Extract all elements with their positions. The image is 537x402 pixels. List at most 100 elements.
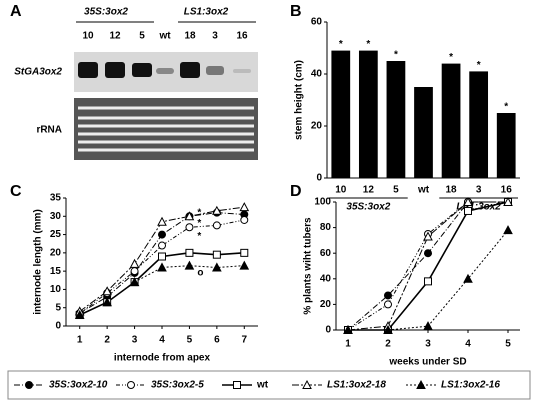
x-tick-label: 3	[425, 339, 431, 350]
marker	[157, 262, 167, 272]
y-tick-label: 80	[320, 222, 332, 233]
y-tick-label: 60	[320, 248, 332, 259]
legend-label: 35S:3ox2-5	[151, 380, 204, 391]
annotation: o	[197, 268, 203, 279]
y-tick-label: 20	[311, 121, 323, 132]
lane-label: 16	[236, 31, 248, 42]
significance-marker: *	[394, 50, 398, 61]
x-tick-label: 12	[363, 185, 375, 196]
marker	[302, 379, 312, 389]
significance-marker: *	[504, 102, 508, 113]
legend-label: LS1:3ox2-16	[441, 380, 500, 391]
marker	[384, 291, 392, 300]
legend-label: LS1:3ox2-18	[327, 380, 386, 391]
marker	[503, 225, 513, 235]
marker	[239, 202, 250, 212]
x-tick-label: 4	[159, 335, 165, 346]
bar	[469, 71, 489, 178]
rrna-bands	[78, 106, 254, 152]
bar	[386, 61, 406, 178]
marker	[25, 381, 33, 389]
band	[180, 62, 200, 78]
y-tick-label: 10	[50, 284, 62, 295]
marker	[129, 277, 140, 287]
marker	[240, 215, 249, 224]
x-axis-label: weeks under SD	[388, 357, 466, 368]
group-label: 35S:3ox2	[346, 202, 390, 213]
x-tick-label: 10	[335, 185, 347, 196]
y-tick-label: 100	[314, 197, 331, 208]
significance-marker: *	[477, 60, 481, 71]
panel-label: B	[290, 3, 302, 20]
x-tick-label: 16	[501, 185, 513, 196]
y-tick-label: 30	[50, 211, 62, 222]
y-tick-label: 20	[320, 299, 332, 310]
marker	[102, 286, 112, 296]
marker	[158, 230, 166, 239]
bar	[414, 87, 433, 178]
legend-label: wt	[256, 380, 269, 391]
x-tick-label: 7	[242, 335, 248, 346]
x-tick-label: 5	[505, 339, 511, 350]
bands	[78, 62, 251, 78]
y-tick-label: 40	[311, 69, 323, 80]
marker	[212, 205, 222, 215]
band	[156, 68, 174, 74]
lane-label: 12	[109, 31, 121, 42]
bar	[496, 113, 516, 178]
marker	[158, 241, 166, 250]
row-label: StGA3ox2	[14, 67, 62, 78]
group-label: LS1:3ox2	[456, 202, 501, 213]
series-line	[348, 201, 509, 331]
y-axis-label: stem height (cm)	[294, 60, 305, 140]
marker	[129, 258, 140, 268]
panel-label: C	[10, 183, 22, 200]
marker	[384, 300, 392, 309]
marker	[463, 273, 473, 283]
marker	[423, 231, 433, 241]
band	[105, 62, 125, 78]
panel-label: D	[290, 183, 302, 200]
marker	[212, 221, 221, 230]
x-tick-label: 2	[104, 335, 110, 346]
x-tick-label: 3	[476, 185, 482, 196]
band	[132, 63, 152, 77]
marker	[233, 381, 241, 389]
lane-labels: 10 12 5 wt 18 3 16	[82, 31, 248, 42]
y-tick-label: 0	[55, 321, 61, 332]
row-label: rRNA	[36, 125, 62, 136]
marker	[157, 216, 167, 226]
x-tick-label: wt	[417, 185, 430, 196]
y-tick-label: 15	[50, 266, 62, 277]
marker	[239, 260, 250, 270]
marker	[185, 248, 194, 257]
series-line	[347, 201, 508, 331]
marker	[424, 249, 432, 258]
bar	[358, 50, 378, 178]
marker	[74, 309, 85, 320]
y-axis-label: internode length (mm)	[33, 209, 44, 315]
bar	[331, 50, 351, 178]
lane-label: wt	[158, 31, 171, 42]
y-tick-label: 20	[50, 247, 62, 258]
marker	[503, 196, 513, 206]
lane-label: 5	[139, 31, 145, 42]
x-tick-label: 1	[77, 335, 83, 346]
x-axis-label: internode from apex	[114, 353, 211, 364]
panel-label: A	[10, 3, 22, 20]
marker	[343, 324, 353, 334]
marker	[185, 223, 194, 232]
y-tick-label: 40	[320, 273, 332, 284]
marker	[102, 297, 112, 307]
significance-marker: *	[339, 39, 343, 50]
y-tick-label: 0	[325, 325, 331, 336]
lane-label: 3	[212, 31, 218, 42]
x-tick-label: 18	[446, 185, 458, 196]
marker	[130, 267, 139, 276]
marker	[463, 196, 473, 206]
marker	[464, 206, 472, 215]
y-tick-label: 60	[311, 17, 323, 28]
y-tick-label: 5	[55, 302, 61, 313]
y-axis-label: % plants wiht tubers	[303, 217, 314, 315]
